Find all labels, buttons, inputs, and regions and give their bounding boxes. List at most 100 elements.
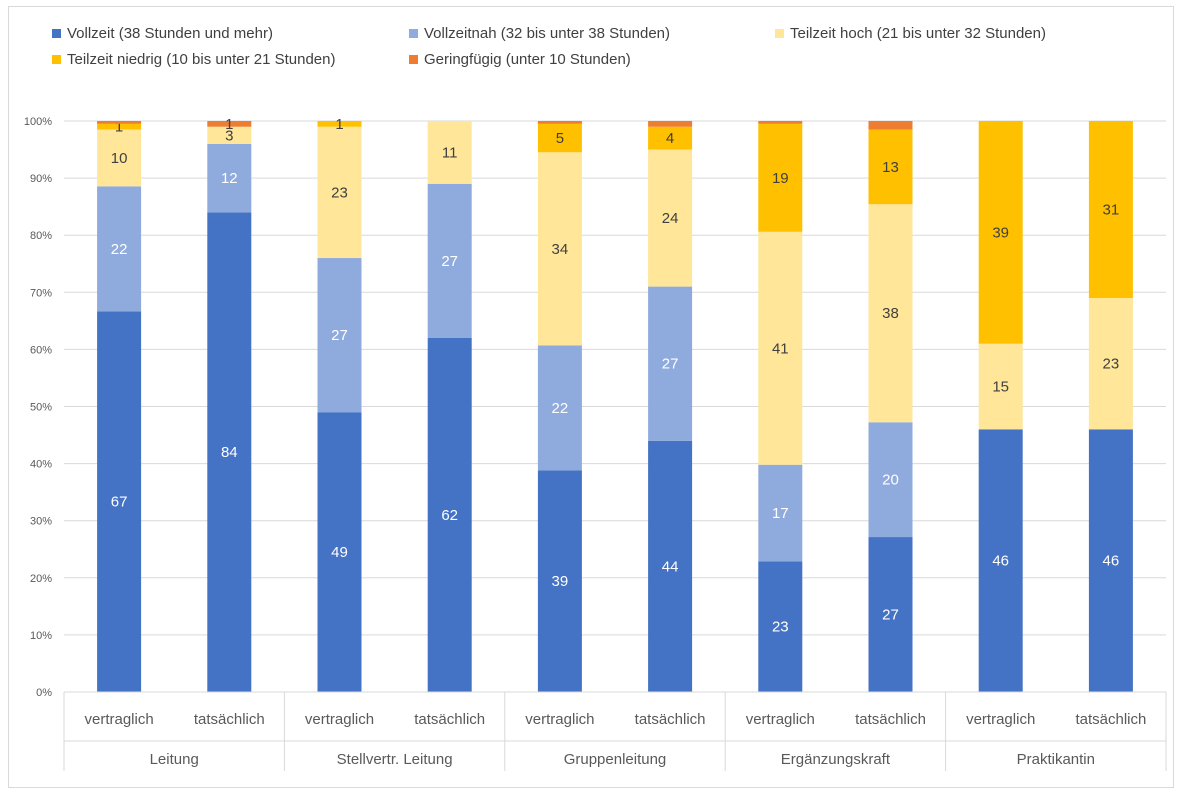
group-label: Stellvertr. Leitung xyxy=(337,751,453,768)
data-label: 5 xyxy=(556,130,564,147)
data-label: 24 xyxy=(662,210,679,227)
bar-segment xyxy=(758,121,803,124)
x-tick-label: vertraglich xyxy=(746,711,815,728)
legend-swatch-teilzeit-hoch xyxy=(775,28,784,38)
legend-label-vollzeit: Vollzeit (38 Stunden und mehr) xyxy=(67,24,273,42)
bar-segment xyxy=(537,152,582,346)
data-label: 1 xyxy=(115,119,123,136)
legend-row-2: Teilzeit niedrig (10 bis unter 21 Stunde… xyxy=(52,46,1162,72)
data-label: 84 xyxy=(221,444,238,461)
data-label: 34 xyxy=(552,241,569,258)
x-tick-label: vertraglich xyxy=(84,711,153,728)
data-label: 39 xyxy=(992,224,1009,241)
legend-row-1: Vollzeit (38 Stunden und mehr) Vollzeitn… xyxy=(52,20,1162,46)
data-label: 23 xyxy=(1103,356,1120,373)
legend-item-teilzeit-hoch: Teilzeit hoch (21 bis unter 32 Stunden) xyxy=(775,25,1046,42)
y-tick-label: 20% xyxy=(30,573,52,585)
data-label: 46 xyxy=(1103,553,1120,570)
data-label: 12 xyxy=(221,170,238,187)
data-label: 4 xyxy=(666,130,674,147)
bar-segment xyxy=(97,129,142,187)
data-label: 27 xyxy=(441,253,458,270)
bar-segment xyxy=(207,126,252,144)
bar-segment xyxy=(1088,121,1133,299)
data-label: 27 xyxy=(882,607,899,624)
x-tick-label: tatsächlich xyxy=(194,711,265,728)
legend-item-teilzeit-niedrig: Teilzeit niedrig (10 bis unter 21 Stunde… xyxy=(52,51,409,68)
legend-swatch-teilzeit-niedrig xyxy=(52,54,61,64)
bar-segment xyxy=(978,429,1023,692)
bar-segment xyxy=(868,121,913,130)
data-label: 67 xyxy=(111,494,128,511)
data-label: 31 xyxy=(1103,202,1120,219)
legend-item-vollzeitnah: Vollzeitnah (32 bis unter 38 Stunden) xyxy=(409,25,775,42)
data-label: 11 xyxy=(442,144,458,161)
bar-segment xyxy=(97,121,142,124)
bar-segment xyxy=(758,231,803,465)
bar-segment xyxy=(317,412,362,692)
legend-swatch-geringfuegig xyxy=(409,54,418,64)
y-tick-label: 0% xyxy=(36,687,52,699)
bar-segment xyxy=(648,440,693,692)
bar-segment xyxy=(758,464,803,562)
bar-segment xyxy=(317,126,362,259)
data-label: 17 xyxy=(772,505,789,522)
legend-label-geringfuegig: Geringfügig (unter 10 Stunden) xyxy=(424,50,631,68)
x-tick-label: tatsächlich xyxy=(1075,711,1146,728)
data-label: 46 xyxy=(992,553,1009,570)
bar-segment xyxy=(207,212,252,693)
x-tick-label: vertraglich xyxy=(525,711,594,728)
y-tick-label: 10% xyxy=(30,630,52,642)
group-label: Gruppenleitung xyxy=(564,751,667,768)
x-tick-label: vertraglich xyxy=(305,711,374,728)
y-tick-label: 30% xyxy=(30,516,52,528)
legend-label-vollzeitnah: Vollzeitnah (32 bis unter 38 Stunden) xyxy=(424,24,670,42)
legend-swatch-vollzeitnah xyxy=(409,28,418,38)
y-tick-label: 80% xyxy=(30,230,52,242)
chart-legend: Vollzeit (38 Stunden und mehr) Vollzeitn… xyxy=(52,20,1162,72)
group-label: Leitung xyxy=(150,751,199,768)
legend-label-teilzeit-hoch: Teilzeit hoch (21 bis unter 32 Stunden) xyxy=(790,24,1046,42)
bar-segment xyxy=(537,470,582,692)
data-label: 15 xyxy=(992,379,1009,396)
legend-swatch-vollzeit xyxy=(52,28,61,38)
bar-segment xyxy=(648,121,693,127)
bar-segment xyxy=(537,345,582,471)
bar-segment xyxy=(868,537,913,692)
data-label: 1 xyxy=(225,116,233,133)
bar-segment xyxy=(537,123,582,153)
data-label: 22 xyxy=(552,400,569,417)
y-tick-label: 70% xyxy=(30,287,52,299)
data-label: 19 xyxy=(772,170,789,187)
data-label: 44 xyxy=(662,558,679,575)
bar-segment xyxy=(317,258,362,413)
bar-segment xyxy=(207,121,252,127)
data-label: 13 xyxy=(882,159,899,176)
y-tick-label: 60% xyxy=(30,344,52,356)
y-tick-label: 40% xyxy=(30,459,52,471)
data-label: 41 xyxy=(772,340,789,357)
bar-segment xyxy=(868,129,913,205)
x-tick-label: tatsächlich xyxy=(635,711,706,728)
x-tick-label: vertraglich xyxy=(966,711,1035,728)
x-tick-label: tatsächlich xyxy=(414,711,485,728)
bar-segment xyxy=(868,422,913,538)
bar-segment xyxy=(648,126,693,150)
legend-label-teilzeit-niedrig: Teilzeit niedrig (10 bis unter 21 Stunde… xyxy=(67,50,336,68)
bar-segment xyxy=(758,123,803,232)
bar-segment xyxy=(427,183,472,338)
bar-segment xyxy=(648,149,693,287)
data-label: 38 xyxy=(882,305,899,322)
data-label: 49 xyxy=(331,544,348,561)
data-label: 23 xyxy=(772,619,789,636)
data-label: 62 xyxy=(441,507,458,524)
bar-segment xyxy=(868,204,913,423)
data-label: 10 xyxy=(111,150,128,167)
bar-segment xyxy=(97,311,142,692)
data-label: 1 xyxy=(335,116,343,133)
bar-segment xyxy=(97,186,142,312)
bar-segment xyxy=(427,337,472,692)
data-label: 27 xyxy=(331,327,348,344)
bar-segment xyxy=(648,286,693,441)
